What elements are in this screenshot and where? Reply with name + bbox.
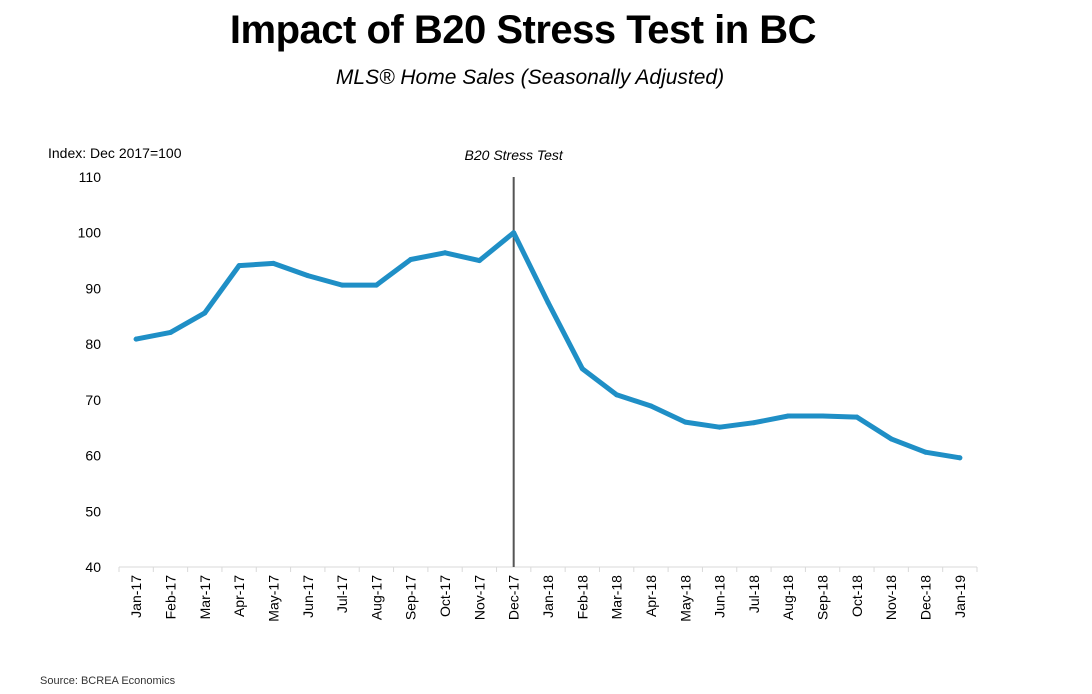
data-point	[888, 436, 894, 442]
x-tick-label: Jun-17	[300, 575, 316, 618]
x-tick-label: Mar-17	[197, 575, 213, 620]
x-tick-label: Jul-17	[334, 575, 350, 613]
data-point	[614, 392, 620, 398]
y-tick-label: 60	[85, 448, 101, 464]
x-tick-label: Aug-18	[780, 575, 796, 620]
x-tick-label: Nov-18	[883, 575, 899, 620]
x-tick-label: Mar-18	[609, 575, 625, 620]
data-point	[408, 256, 414, 262]
x-tick-label: Dec-17	[506, 575, 522, 620]
y-tick-label: 40	[85, 559, 101, 575]
x-tick-label: Oct-18	[849, 575, 865, 617]
y-tick-label: 100	[78, 225, 102, 241]
x-tick-label: Jun-18	[712, 575, 728, 618]
chart-title: Impact of B20 Stress Test in BC	[229, 8, 817, 52]
data-point	[202, 310, 208, 316]
data-point	[957, 455, 963, 461]
data-point	[476, 258, 482, 264]
data-point	[923, 449, 929, 455]
data-point	[373, 282, 379, 288]
x-tick-label: Apr-17	[231, 575, 247, 617]
source-note: Source: BCREA Economics	[40, 675, 176, 687]
annotation-label: B20 Stress Test	[465, 147, 564, 163]
x-tick-label: Feb-18	[574, 575, 590, 620]
data-point	[785, 413, 791, 419]
data-point	[545, 299, 551, 305]
data-point	[717, 424, 723, 430]
series-line	[133, 230, 963, 461]
data-point	[511, 230, 517, 236]
x-tick-label: Jul-18	[746, 575, 762, 613]
y-tick-label: 50	[85, 503, 101, 519]
data-point	[751, 420, 757, 426]
x-tick-label: Aug-17	[368, 575, 384, 620]
y-axis-label: Index: Dec 2017=100	[48, 145, 182, 161]
x-tick-label: Oct-17	[437, 575, 453, 617]
data-point	[648, 403, 654, 409]
x-tick-label: Sep-17	[403, 575, 419, 620]
x-tick-label: May-18	[677, 575, 693, 622]
x-tick-label: Jan-17	[128, 575, 144, 618]
x-tick-label: Nov-17	[471, 575, 487, 620]
x-tick-label: Feb-17	[162, 575, 178, 620]
x-tick-label: Jan-18	[540, 575, 556, 618]
data-point	[305, 273, 311, 279]
y-tick-label: 70	[85, 392, 101, 408]
data-point	[270, 260, 276, 266]
data-point	[339, 282, 345, 288]
y-tick-label: 110	[79, 169, 102, 185]
data-point	[167, 329, 173, 335]
chart-subtitle: MLS® Home Sales (Seasonally Adjusted)	[335, 66, 725, 89]
data-point	[682, 419, 688, 425]
data-point	[854, 414, 860, 420]
data-point	[133, 336, 139, 342]
y-tick-label: 80	[85, 336, 101, 352]
y-tick-label: 90	[85, 280, 101, 296]
x-tick-label: Sep-18	[815, 575, 831, 620]
data-point	[236, 263, 242, 269]
data-point	[579, 366, 585, 372]
x-tick-label: May-17	[265, 575, 281, 622]
x-tick-label: Apr-18	[643, 575, 659, 617]
x-tick-label: Dec-18	[918, 575, 934, 620]
x-tick-label: Jan-19	[952, 575, 968, 618]
data-point	[442, 250, 448, 256]
data-point	[820, 413, 826, 419]
